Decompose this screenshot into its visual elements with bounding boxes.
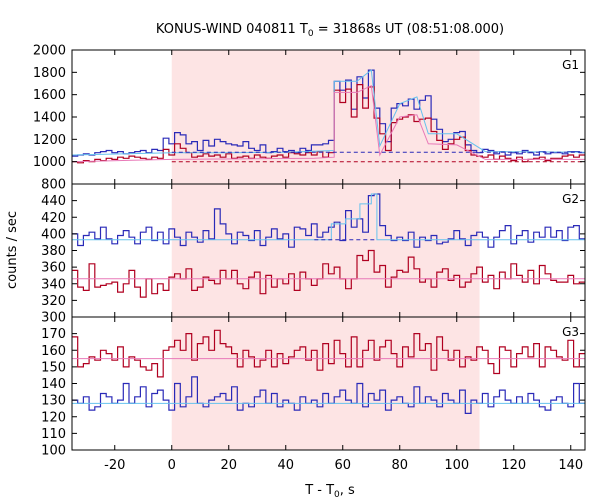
x-tick-label--20: -20 <box>104 458 125 473</box>
y-tick-label-G1-1800: 1800 <box>33 66 66 81</box>
x-tick-label-0: 0 <box>168 458 176 473</box>
panel-label-G3: G3 <box>562 325 579 339</box>
panel-label-G1: G1 <box>562 58 579 72</box>
y-tick-label-G3-160: 160 <box>41 344 66 359</box>
y-tick-label-G1-800: 800 <box>41 178 66 193</box>
y-tick-label-G1-1400: 1400 <box>33 111 66 126</box>
fit-line-G1-0 <box>71 69 586 156</box>
x-tick-label-80: 80 <box>391 458 408 473</box>
y-tick-label-G1-2000: 2000 <box>33 44 66 59</box>
panel-label-G2: G2 <box>562 192 579 206</box>
y-tick-label-G1-1200: 1200 <box>33 133 66 148</box>
x-axis-label: T - T0, s <box>304 483 355 500</box>
x-tick-label-100: 100 <box>444 458 469 473</box>
y-tick-label-G3-100: 100 <box>41 444 66 459</box>
y-tick-label-G2-400: 400 <box>41 227 66 242</box>
y-tick-label-G3-120: 120 <box>41 410 66 425</box>
y-tick-label-G2-420: 420 <box>41 211 66 226</box>
y-tick-label-G2-320: 320 <box>41 294 66 309</box>
y-tick-label-G2-380: 380 <box>41 244 66 259</box>
fit-line-G1-1 <box>71 84 585 163</box>
histogram-G3-red_hist <box>72 329 585 378</box>
y-tick-label-G1-1000: 1000 <box>33 155 66 170</box>
chart-title: KONUS-WIND 040811 T0 = 31868s UT (08:51:… <box>156 22 504 39</box>
histogram-G2-red_hist <box>72 249 585 298</box>
x-tick-label-20: 20 <box>220 458 237 473</box>
y-tick-label-G3-170: 170 <box>41 327 66 342</box>
y-tick-label-G2-440: 440 <box>41 194 66 209</box>
y-tick-label-G2-300: 300 <box>41 311 66 326</box>
shaded-interval-G2 <box>171 184 480 317</box>
y-tick-label-G3-110: 110 <box>41 427 66 442</box>
x-tick-label-60: 60 <box>334 458 351 473</box>
histogram-G2-blue_hist <box>72 193 585 248</box>
y-tick-label-G1-1600: 1600 <box>33 88 66 103</box>
y-axis-label: counts / sec <box>5 211 20 289</box>
y-tick-label-G3-150: 150 <box>41 360 66 375</box>
y-tick-label-G3-140: 140 <box>41 377 66 392</box>
histogram-G3-blue_hist <box>72 376 585 414</box>
x-tick-label-140: 140 <box>558 458 583 473</box>
shaded-interval-G3 <box>171 317 480 450</box>
y-tick-label-G2-360: 360 <box>41 261 66 276</box>
x-tick-label-120: 120 <box>501 458 526 473</box>
y-tick-label-G2-340: 340 <box>41 277 66 292</box>
shaded-interval-G1 <box>171 50 480 184</box>
x-tick-label-40: 40 <box>277 458 294 473</box>
y-tick-label-G3-130: 130 <box>41 394 66 409</box>
